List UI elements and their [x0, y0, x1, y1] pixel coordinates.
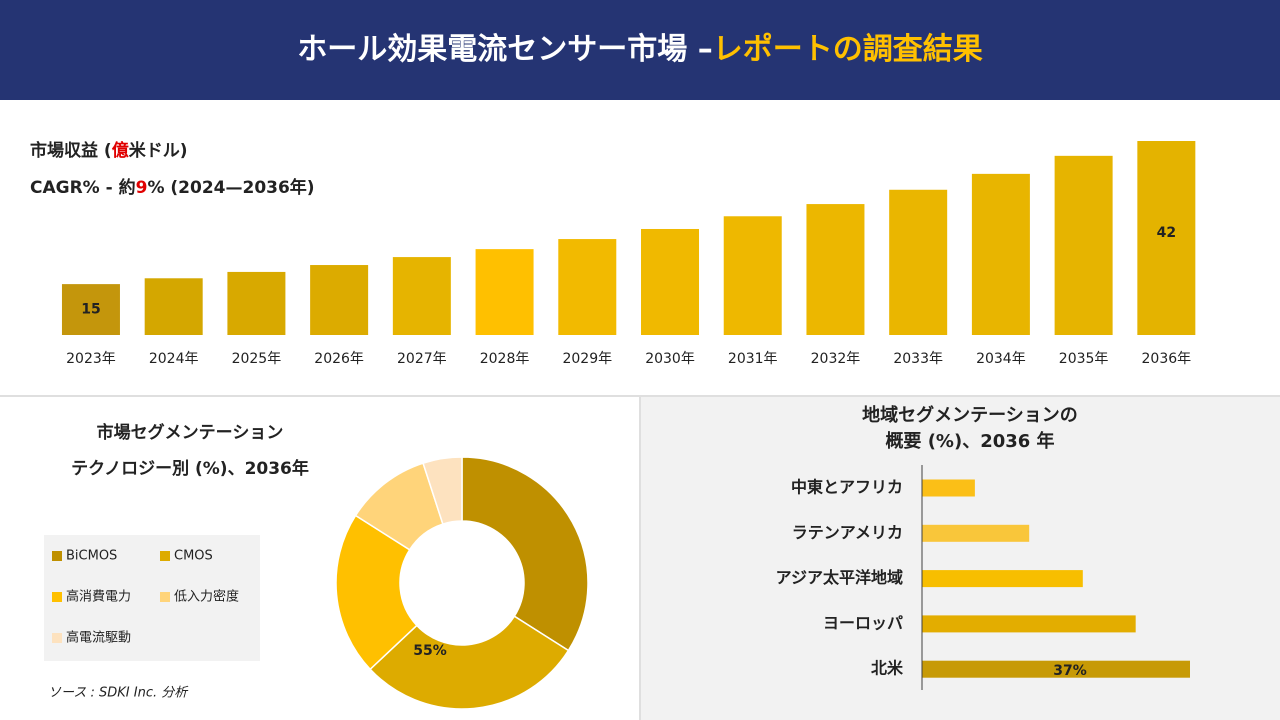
x-tick-label: 2023年	[66, 351, 116, 367]
title-part: 億	[112, 140, 129, 161]
bar	[922, 524, 1030, 542]
bar	[922, 660, 1190, 678]
subtitle-part: % (2024—2036年)	[147, 177, 314, 198]
title-part: 米ドル)	[129, 140, 188, 161]
x-tick-label: 2028年	[480, 351, 530, 367]
bar	[61, 284, 120, 335]
x-tick-label: 2033年	[893, 351, 943, 367]
x-tick-label: 2032年	[811, 351, 861, 367]
x-tick-label: 2029年	[562, 351, 612, 367]
bar	[558, 239, 617, 335]
legend-label: 高電流駆動	[66, 630, 131, 646]
legend-swatch	[52, 633, 62, 643]
chart-title: 地域セグメンテーションの	[862, 404, 1078, 426]
y-tick-label: 中東とアフリカ	[791, 478, 903, 497]
x-tick-label: 2034年	[976, 351, 1026, 367]
bar	[392, 257, 451, 335]
legend-swatch	[52, 551, 62, 561]
x-tick-label: 2025年	[232, 351, 282, 367]
bar	[971, 173, 1030, 335]
bar	[889, 189, 948, 335]
bar	[310, 265, 369, 335]
source: ソース : SDKI Inc. 分析	[48, 686, 189, 701]
x-tick-label: 2027年	[397, 351, 447, 367]
chart-subtitle: CAGR% - 約9% (2024—2036年)	[30, 177, 315, 198]
bar	[1054, 155, 1113, 335]
x-tick-label: 2031年	[728, 351, 778, 367]
donut-slice	[422, 456, 463, 525]
x-tick-label: 2035年	[1059, 351, 1109, 367]
subtitle-part: CAGR% - 約	[30, 177, 136, 198]
legend-label: BiCMOS	[66, 549, 117, 564]
x-tick-label: 2026年	[314, 351, 364, 367]
y-tick-label: アジア太平洋地域	[776, 568, 903, 587]
legend-swatch	[160, 551, 170, 561]
title-highlight: レポートの調査結果	[713, 32, 983, 67]
bar	[475, 249, 534, 335]
bar	[723, 216, 782, 335]
donut-slice	[461, 456, 589, 652]
chart-title: 市場収益 (億米ドル)	[30, 140, 187, 161]
chart-title: テクノロジー別 (%)、2036年	[71, 458, 309, 479]
title-part: 市場収益 (	[30, 140, 112, 161]
legend-label: 高消費電力	[66, 589, 131, 605]
y-tick-label: ヨーロッパ	[823, 613, 903, 632]
data-label: 42	[1157, 225, 1176, 241]
title-main: ホール効果電流センサー市場 –	[297, 32, 712, 67]
bar	[922, 479, 975, 497]
bar	[806, 204, 865, 335]
data-label: 37%	[1053, 663, 1087, 679]
legend-label: 低入力密度	[174, 589, 239, 605]
donut-slice	[369, 615, 570, 710]
bar	[922, 570, 1083, 588]
bar	[922, 615, 1136, 633]
bar	[144, 278, 203, 335]
legend-swatch	[52, 592, 62, 602]
chart-title: 市場セグメンテーション	[97, 422, 284, 443]
header-title: ホール効果電流センサー市場 –レポートの調査結果	[297, 32, 982, 67]
x-tick-label: 2030年	[645, 351, 695, 367]
legend-label: CMOS	[174, 549, 213, 564]
legend-swatch	[160, 592, 170, 602]
header-bar	[0, 0, 1280, 100]
bar	[641, 228, 700, 335]
annotation: 55%	[413, 643, 447, 659]
y-tick-label: 北米	[871, 659, 904, 678]
x-tick-label: 2036年	[1142, 351, 1192, 367]
bar	[227, 271, 286, 335]
data-label: 15	[81, 302, 100, 318]
chart-title: 概要 (%)、2036 年	[885, 430, 1054, 452]
x-tick-label: 2024年	[149, 351, 199, 367]
y-tick-label: ラテンアメリカ	[792, 523, 903, 542]
subtitle-part: 9	[136, 178, 148, 198]
bar	[1137, 141, 1196, 335]
legend-box	[44, 535, 260, 661]
donut-slice	[335, 514, 418, 671]
